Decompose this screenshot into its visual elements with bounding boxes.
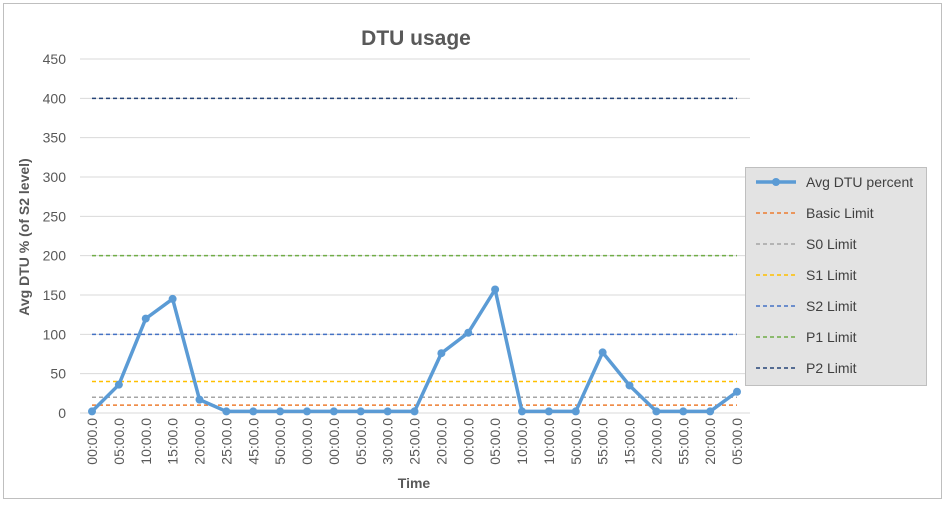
x-tick-label: 00:00.0 (299, 418, 315, 465)
y-axis-ticks: 0 50 100 150 200 250 300 350 400 450 (43, 51, 67, 421)
x-tick-label: 20:00.0 (192, 418, 208, 465)
legend-label: S0 Limit (806, 236, 857, 252)
x-tick-label: 30:00.0 (380, 418, 396, 465)
x-tick-label: 05:00.0 (729, 418, 745, 465)
legend: Avg DTU percent Basic Limit S0 Limit S1 Lim… (745, 167, 927, 386)
data-point (303, 407, 311, 416)
x-tick-label: 10:00.0 (541, 418, 557, 465)
y-tick-label: 300 (43, 169, 67, 185)
x-tick-label: 55:00.0 (595, 418, 611, 465)
data-point (356, 407, 365, 416)
data-point (518, 407, 526, 416)
x-tick-label: 00:00.0 (84, 418, 100, 465)
x-tick-label: 00:00.0 (326, 418, 342, 465)
legend-box (745, 167, 927, 386)
legend-label: P2 Limit (806, 360, 857, 376)
data-point (195, 395, 204, 404)
x-tick-label: 20:00.0 (648, 418, 664, 465)
x-tick-label: 55:00.0 (675, 418, 691, 465)
data-point (544, 407, 553, 416)
data-point (329, 407, 338, 416)
series-avg-dtu (88, 285, 741, 416)
data-point (410, 407, 419, 416)
data-point (571, 407, 580, 416)
legend-label: Avg DTU percent (806, 174, 913, 190)
data-point (491, 285, 500, 294)
y-tick-label: 0 (58, 405, 66, 421)
data-point (733, 387, 741, 396)
data-point (141, 314, 150, 323)
x-tick-label: 05:00.0 (111, 418, 127, 465)
legend-label: P1 Limit (806, 329, 857, 345)
x-tick-label: 15:00.0 (622, 418, 638, 465)
x-axis-ticks: 00:00.0 05:00.0 10:00.0 15:00.0 20:00.0 25:00… (84, 418, 745, 465)
data-point (464, 328, 473, 337)
data-point (625, 381, 634, 390)
y-tick-label: 450 (43, 51, 67, 67)
data-point (679, 407, 688, 416)
legend-marker (772, 178, 780, 186)
x-tick-label: 00:00.0 (460, 418, 476, 465)
x-tick-label: 15:00.0 (165, 418, 181, 465)
x-tick-label: 50:00.0 (568, 418, 584, 465)
data-point (88, 407, 96, 416)
x-tick-label: 25:00.0 (407, 418, 423, 465)
y-tick-label: 50 (50, 366, 66, 382)
x-tick-label: 50:00.0 (272, 418, 288, 465)
chart-title: DTU usage (361, 27, 471, 50)
x-tick-label: 05:00.0 (353, 418, 369, 465)
y-tick-label: 250 (43, 208, 67, 224)
data-point (222, 407, 231, 416)
x-tick-label: 25:00.0 (218, 418, 234, 465)
data-point (168, 294, 177, 303)
x-tick-label: 20:00.0 (702, 418, 718, 465)
data-point (249, 407, 258, 416)
data-point (598, 348, 607, 357)
legend-label: Basic Limit (806, 205, 874, 221)
x-tick-label: 10:00.0 (514, 418, 530, 465)
x-tick-label: 10:00.0 (138, 418, 154, 465)
data-point (437, 349, 446, 358)
y-tick-label: 400 (43, 90, 67, 106)
y-axis-title: Avg DTU % (of S2 level) (16, 158, 32, 315)
y-tick-label: 150 (43, 287, 67, 303)
data-point (383, 407, 392, 416)
x-tick-label: 05:00.0 (487, 418, 503, 465)
y-tick-label: 100 (43, 326, 67, 342)
legend-label: S2 Limit (806, 298, 857, 314)
data-point (276, 407, 285, 416)
data-point (706, 407, 715, 416)
y-tick-label: 200 (43, 248, 67, 264)
x-tick-label: 45:00.0 (245, 418, 261, 465)
legend-label: S1 Limit (806, 267, 857, 283)
x-axis-title: Time (398, 475, 431, 491)
data-point (114, 380, 123, 389)
data-point (652, 407, 661, 416)
x-tick-label: 20:00.0 (433, 418, 449, 465)
y-tick-label: 350 (43, 130, 67, 146)
